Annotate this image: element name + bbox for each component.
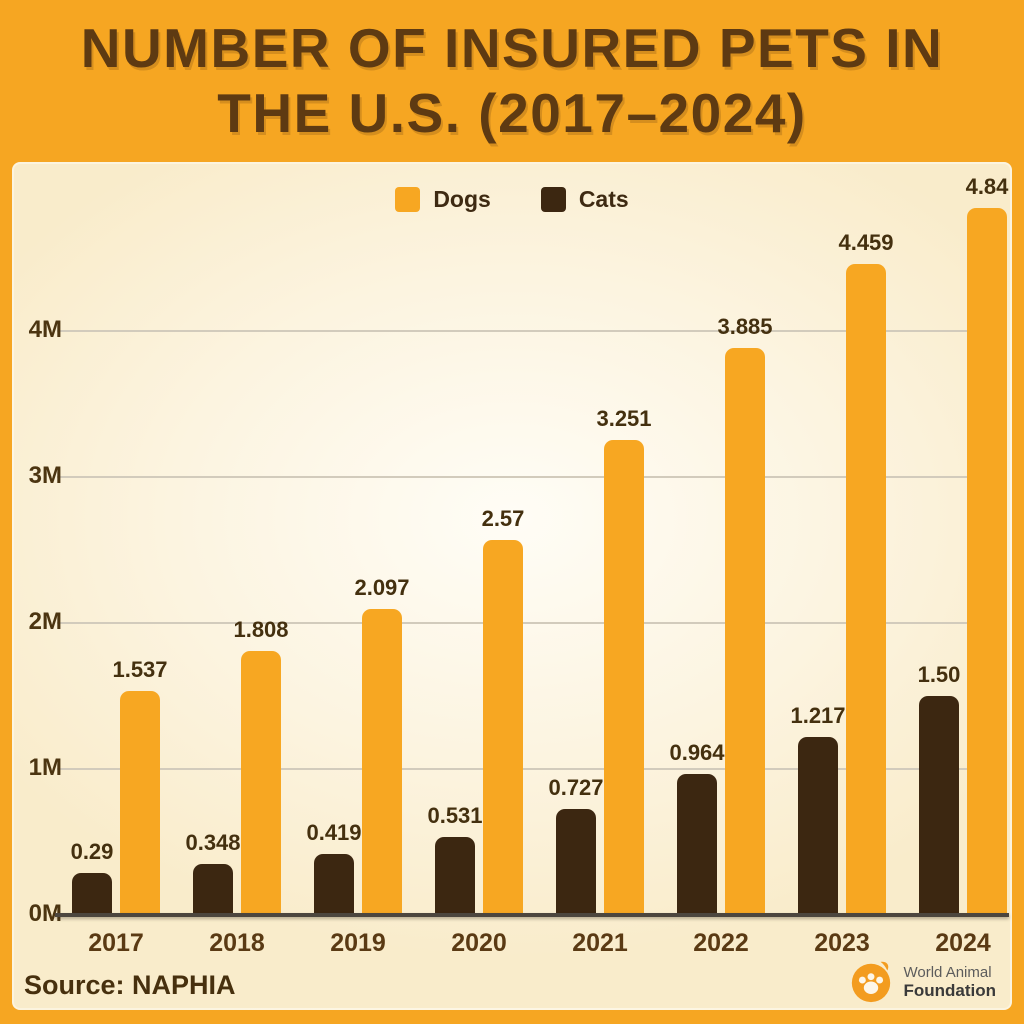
bar-cats-2022 [677,774,717,915]
bar-value-cats-2024: 1.50 [917,662,961,687]
gridline-1M [57,768,1007,770]
x-tick-2024: 2024 [935,929,991,957]
bar-value-cats-2021: 0.727 [548,775,604,800]
bar-dogs-2018 [241,651,281,915]
bar-cats-2020 [435,837,475,915]
y-tick-1M: 1M [28,754,62,781]
chart-legend: Dogs Cats [14,186,1010,213]
brand-logo: World Animal Foundation [848,959,996,1005]
chart-card: Dogs Cats 0M 1M 2M 3M 4M 0.29 1.537 2017 0.348 1.8… [12,162,1012,1010]
x-tick-2022: 2022 [693,929,749,957]
bar-cats-2023 [798,737,838,915]
x-tick-2020: 2020 [451,929,507,957]
x-tick-2017: 2017 [88,929,144,957]
bar-dogs-2024 [967,208,1007,915]
plot-area: 0M 1M 2M 3M 4M 0.29 1.537 2017 0.348 1.808 2018 0.4… [14,164,1010,1008]
bar-value-cats-2022: 0.964 [669,740,725,765]
bar-dogs-2019 [362,609,402,915]
bar-value-dogs-2021: 3.251 [596,406,652,431]
bar-cats-2018 [193,864,233,915]
bar-value-cats-2019: 0.419 [306,820,362,845]
legend-swatch-dogs [395,187,421,212]
brand-logo-text: World Animal Foundation [903,964,996,1001]
legend-item-dogs: Dogs [395,186,491,213]
x-tick-2019: 2019 [330,929,386,957]
gridline-3M [57,476,1007,478]
legend-label-dogs: Dogs [433,186,491,212]
x-axis-line [55,913,1009,917]
bar-cats-2019 [314,854,354,915]
legend-swatch-cats [540,187,566,212]
bar-cats-2017 [72,873,112,915]
bar-value-cats-2023: 1.217 [790,703,846,728]
bar-value-dogs-2019: 2.097 [354,575,410,600]
legend-item-cats: Cats [540,186,629,213]
source-label: Source: NAPHIA [24,970,236,1000]
x-tick-2018: 2018 [209,929,265,957]
bar-value-cats-2018: 0.348 [185,830,241,855]
y-tick-4M: 4M [28,316,62,343]
brand-logo-line1: World Animal [903,963,992,981]
bar-dogs-2020 [483,540,523,915]
bar-value-dogs-2017: 1.537 [112,657,168,682]
x-tick-2023: 2023 [814,929,870,957]
bar-value-cats-2020: 0.531 [427,803,483,828]
legend-label-cats: Cats [578,186,629,212]
page-title: NUMBER OF INSURED PETS IN THE U.S. (2017… [0,16,1024,146]
bar-value-dogs-2020: 2.57 [481,506,525,531]
page-title-line2: THE U.S. (2017–2024) [217,81,807,144]
gridline-4M [57,330,1007,332]
bar-cats-2021 [556,809,596,915]
bar-dogs-2017 [120,691,160,915]
y-tick-2M: 2M [28,608,62,635]
gridline-2M [57,622,1007,624]
bar-dogs-2023 [846,264,886,915]
bar-value-dogs-2024: 4.84 [965,174,1009,199]
bar-value-dogs-2018: 1.808 [233,617,289,642]
bar-dogs-2021 [604,440,644,915]
page-title-line1: NUMBER OF INSURED PETS IN [80,17,944,79]
paw-emblem-icon [852,961,891,1003]
y-tick-3M: 3M [28,462,62,489]
bar-cats-2024 [919,696,959,915]
bar-value-cats-2017: 0.29 [70,839,114,864]
brand-logo-line2: Foundation [903,980,996,1000]
bar-dogs-2022 [725,348,765,915]
bar-value-dogs-2023: 4.459 [838,230,894,255]
x-tick-2021: 2021 [572,929,628,957]
bar-value-dogs-2022: 3.885 [717,314,773,339]
